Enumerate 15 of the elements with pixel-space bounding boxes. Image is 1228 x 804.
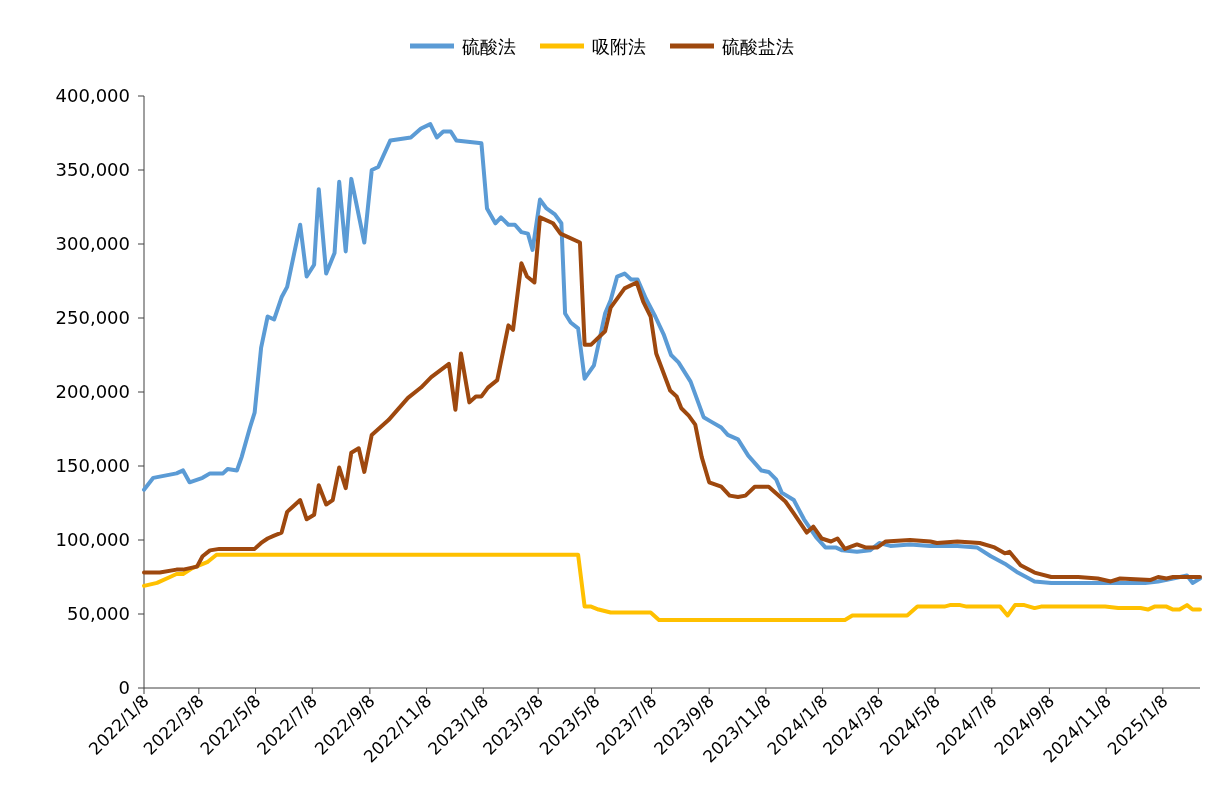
y-tick-label: 350,000 — [55, 159, 130, 180]
y-tick-label: 0 — [118, 677, 130, 698]
y-tick-label: 300,000 — [55, 233, 130, 254]
legend-label: 硫酸法 — [462, 36, 516, 57]
y-tick-label: 50,000 — [67, 603, 130, 624]
line-series — [142, 122, 1202, 585]
legend-label: 硫酸盐法 — [722, 36, 794, 57]
legend-label: 吸附法 — [592, 36, 646, 57]
y-tick-label: 200,000 — [55, 381, 130, 402]
line-series — [142, 215, 1202, 584]
y-tick-label: 100,000 — [55, 529, 130, 550]
y-tick-label: 400,000 — [55, 85, 130, 106]
line-series — [142, 552, 1202, 622]
y-tick-label: 250,000 — [55, 307, 130, 328]
y-tick-label: 150,000 — [55, 455, 130, 476]
